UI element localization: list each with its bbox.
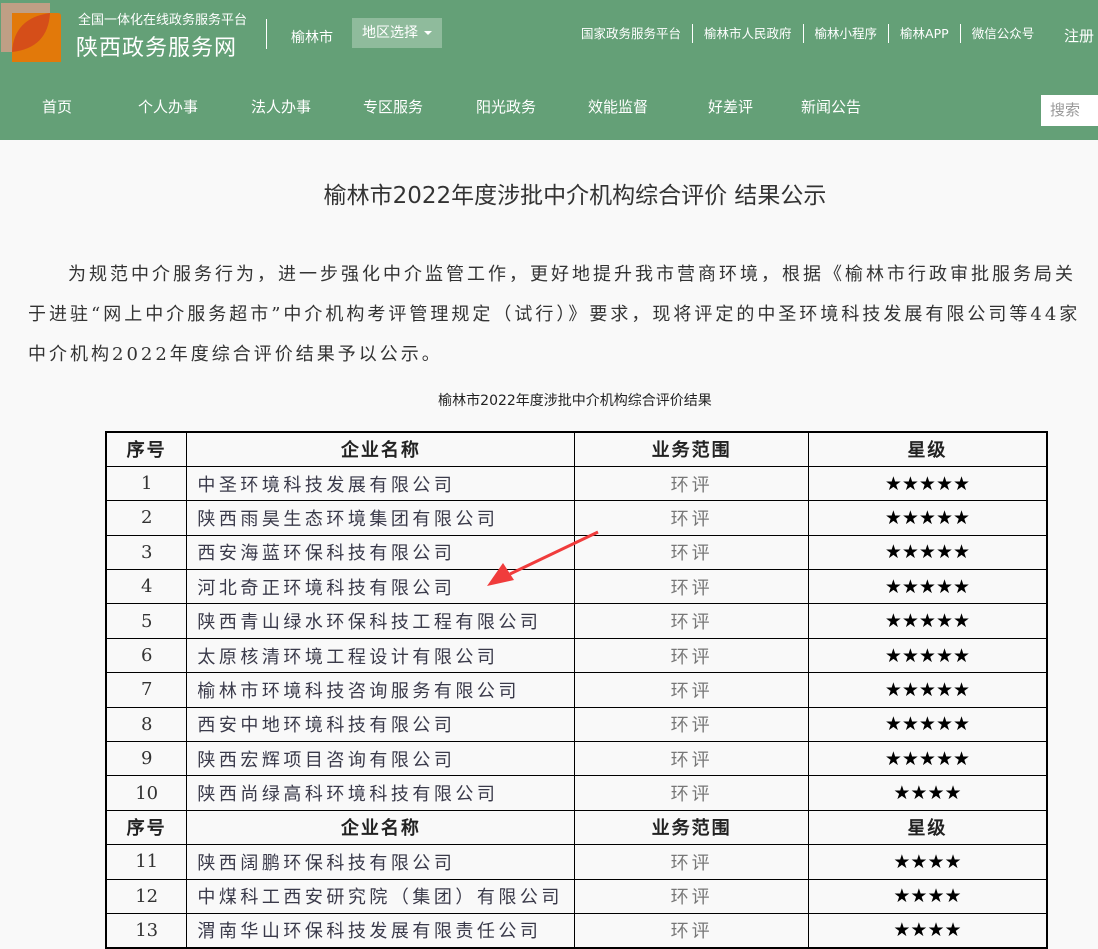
- table-row: 5 陕西青山绿水环保科技工程有限公司 环评 ★★★★★: [105, 603, 1048, 639]
- table-title: 榆林市2022年度涉批中介机构综合评价结果: [438, 393, 712, 409]
- row-index: 3: [105, 534, 188, 571]
- region-select[interactable]: 地区选择: [352, 18, 442, 48]
- chevron-down-icon: [424, 31, 432, 35]
- top-links: 国家政务服务平台 榆林市人民政府 榆林小程序 榆林APP 微信公众号: [570, 24, 1045, 43]
- star-rating: ★★★★★: [807, 741, 1048, 777]
- business-scope: 环评: [574, 500, 809, 536]
- row-index: 13: [105, 912, 188, 949]
- business-scope: 环评: [574, 569, 809, 605]
- company-name: 陕西宏辉项目咨询有限公司: [186, 741, 576, 777]
- region-select-label: 地区选择: [362, 25, 418, 41]
- star-rating: ★★★★★: [807, 569, 1048, 605]
- company-name: 陕西雨昊生态环境集团有限公司: [186, 500, 576, 536]
- row-index: 9: [105, 741, 188, 777]
- table-row: 9 陕西宏辉项目咨询有限公司 环评 ★★★★★: [105, 741, 1048, 777]
- row-index: 8: [105, 706, 188, 743]
- company-name: 西安海蓝环保科技有限公司: [186, 534, 576, 571]
- company-name: 榆林市环境科技咨询服务有限公司: [186, 672, 576, 708]
- star-rating: ★★★★: [807, 912, 1048, 949]
- table-row: 6 太原核清环境工程设计有限公司 环评 ★★★★★: [105, 637, 1048, 674]
- company-name: 渭南华山环保科技发展有限责任公司: [186, 912, 576, 949]
- table-row: 12 中煤科工西安研究院（集团）有限公司 环评 ★★★★: [105, 878, 1048, 914]
- divider: [266, 19, 267, 49]
- company-name: 中圣环境科技发展有限公司: [186, 465, 576, 502]
- business-scope: 环评: [574, 672, 809, 708]
- nav-open-government[interactable]: 阳光政务: [476, 98, 537, 116]
- business-scope: 环评: [574, 706, 809, 743]
- link-app[interactable]: 榆林APP: [889, 24, 961, 43]
- table-row: 10 陕西尚绿高科环境科技有限公司 环评 ★★★★: [105, 775, 1048, 811]
- nav-personal[interactable]: 个人办事: [138, 98, 199, 116]
- table-row: 7 榆林市环境科技咨询服务有限公司 环评 ★★★★★: [105, 672, 1048, 708]
- platform-subtitle: 全国一体化在线政务服务平台: [78, 13, 248, 28]
- nav-home[interactable]: 首页: [42, 98, 73, 116]
- business-scope: 环评: [574, 844, 809, 880]
- site-brand[interactable]: 陕西政务服务网: [76, 36, 238, 61]
- col-rating-header: 星级: [807, 809, 1048, 846]
- star-rating: ★★★★★: [807, 465, 1048, 502]
- star-rating: ★★★★★: [807, 500, 1048, 536]
- business-scope: 环评: [574, 534, 809, 571]
- table-row: 8 西安中地环境科技有限公司 环评 ★★★★★: [105, 706, 1048, 743]
- company-name: 西安中地环境科技有限公司: [186, 706, 576, 743]
- row-index: 10: [105, 775, 188, 811]
- nav-special[interactable]: 专区服务: [363, 98, 424, 116]
- business-scope: 环评: [574, 912, 809, 949]
- col-company-header: 企业名称: [186, 431, 576, 467]
- business-scope: 环评: [574, 637, 809, 674]
- company-name: 太原核清环境工程设计有限公司: [186, 637, 576, 674]
- nav-news[interactable]: 新闻公告: [801, 98, 862, 116]
- row-index: 1: [105, 465, 188, 502]
- table-header-row: 序号 企业名称 业务范围 星级: [105, 431, 1048, 467]
- table-row: 3 西安海蓝环保科技有限公司 环评 ★★★★★: [105, 534, 1048, 571]
- table-header-row: 序号 企业名称 业务范围 星级: [105, 809, 1048, 846]
- business-scope: 环评: [574, 775, 809, 811]
- link-national-platform[interactable]: 国家政务服务平台: [570, 24, 694, 43]
- company-name: 中煤科工西安研究院（集团）有限公司: [186, 878, 576, 914]
- table-row: 13 渭南华山环保科技发展有限责任公司 环评 ★★★★: [105, 912, 1048, 949]
- star-rating: ★★★★★: [807, 672, 1048, 708]
- star-rating: ★★★★★: [807, 603, 1048, 639]
- article-paragraph: 为规范中介服务行为，进一步强化中介监管工作，更好地提升我市营商环境，根据《榆林市…: [28, 264, 1081, 365]
- business-scope: 环评: [574, 603, 809, 639]
- col-rating-header: 星级: [807, 431, 1048, 467]
- nav-supervision[interactable]: 效能监督: [588, 98, 649, 116]
- search-input[interactable]: 搜索: [1041, 95, 1098, 126]
- register-link[interactable]: 注册: [1064, 27, 1095, 45]
- current-city: 榆林市: [291, 30, 333, 46]
- nav-corporate[interactable]: 法人办事: [251, 98, 312, 116]
- star-rating: ★★★★: [807, 844, 1048, 880]
- link-mini-program[interactable]: 榆林小程序: [804, 24, 890, 43]
- company-name: 陕西青山绿水环保科技工程有限公司: [186, 603, 576, 639]
- table-row: 2 陕西雨昊生态环境集团有限公司 环评 ★★★★★: [105, 500, 1048, 536]
- site-logo[interactable]: [0, 0, 64, 64]
- table-row: 1 中圣环境科技发展有限公司 环评 ★★★★★: [105, 465, 1048, 502]
- col-scope-header: 业务范围: [574, 431, 809, 467]
- link-wechat[interactable]: 微信公众号: [971, 26, 1035, 41]
- table-row: 11 陕西阔鹏环保科技有限公司 环评 ★★★★: [105, 844, 1048, 880]
- link-yulin-government[interactable]: 榆林市人民政府: [693, 24, 804, 43]
- site-header: 全国一体化在线政务服务平台 陕西政务服务网 榆林市 地区选择 国家政务服务平台 …: [0, 0, 1098, 140]
- nav-rating[interactable]: 好差评: [708, 98, 754, 116]
- page-title: 榆林市2022年度涉批中介机构综合评价 结果公示: [323, 183, 827, 209]
- star-rating: ★★★★★: [807, 534, 1048, 571]
